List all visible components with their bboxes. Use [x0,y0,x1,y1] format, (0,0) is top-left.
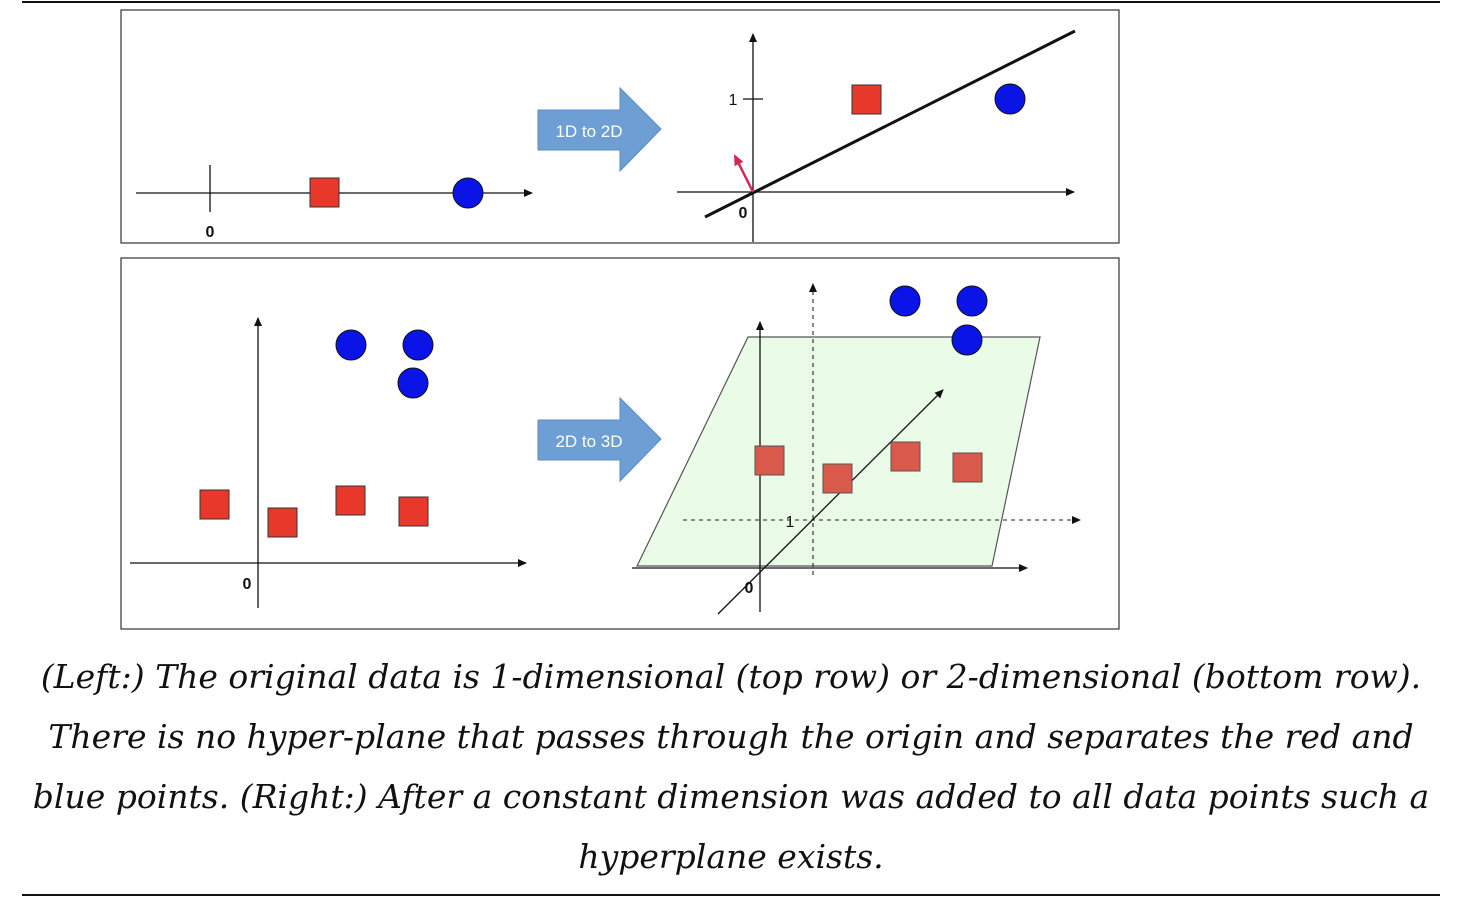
transform-arrow-1d-2d [537,86,662,173]
arrow-label-2d-3d: 2D to 3D [555,432,622,451]
blue-circle-point [994,83,1026,115]
blue-circle-point [402,329,434,361]
red-square-point [335,485,366,516]
red-square-point [267,507,298,538]
blue-circle-point [452,177,484,209]
red-square-point [822,463,853,494]
red-square-point [890,441,921,472]
normal-vector-arrow [733,154,755,193]
red-square-point [851,84,882,115]
red-square-point [199,489,230,520]
top-right-origin-label: 0 [739,205,748,222]
blue-circle-point [397,367,429,399]
blue-circle-point [951,324,983,356]
top-right-y-tick-label: 1 [729,92,738,109]
top-rule [22,1,1440,3]
separating-line [704,29,1076,219]
arrow-label-1d-2d: 1D to 2D [555,122,622,141]
figure-caption: (Left:) The original data is 1-dimension… [32,657,1430,876]
red-square-point [309,177,340,208]
bottom-rule [22,894,1440,896]
bottom-right-origin-label: 0 [745,580,754,597]
figure: 0 1D to 2D 1 0 0 2D to 3D 1 0 [120,9,1120,630]
transform-arrow-2d-3d [537,396,662,483]
depth-axis [717,389,944,615]
blue-circle-point [956,285,988,317]
bottom-left-origin-label: 0 [243,576,252,593]
red-square-point [952,452,983,483]
blue-circle-point [889,285,921,317]
top-left-origin-label: 0 [206,224,215,241]
red-square-point [398,496,429,527]
red-square-point [754,445,785,476]
blue-circle-point [335,329,367,361]
bottom-right-tick-label: 1 [786,514,795,531]
